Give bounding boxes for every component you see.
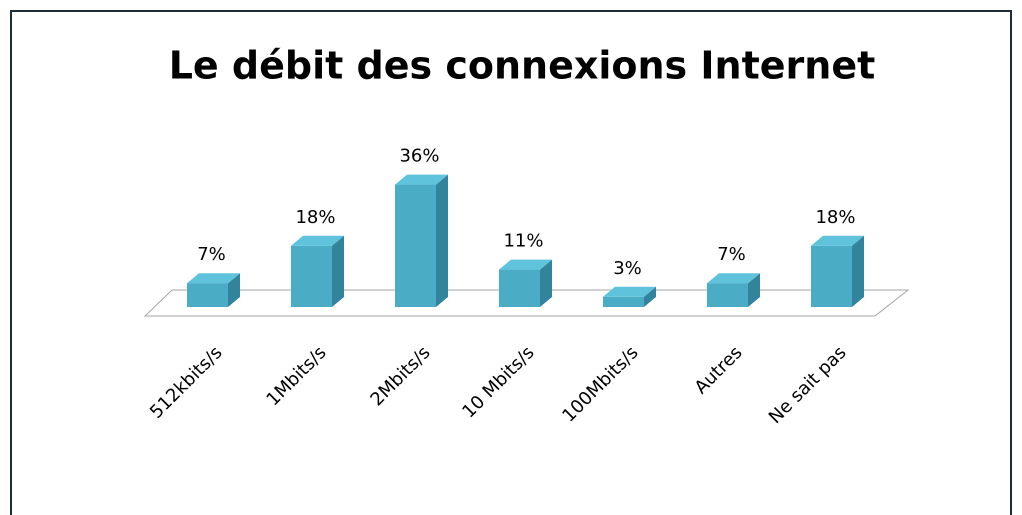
data-label: 11%	[503, 231, 543, 252]
bar	[707, 283, 748, 307]
chart-title: Le débit des connexions Internet	[169, 44, 876, 88]
bar-side	[332, 235, 344, 307]
data-label: 3%	[613, 258, 642, 279]
data-label: 7%	[717, 244, 746, 265]
bar-top	[187, 273, 240, 284]
floor	[143, 289, 910, 317]
bar-top	[603, 286, 656, 297]
data-label: 18%	[295, 207, 335, 228]
bar-top	[395, 174, 448, 185]
data-label: 36%	[399, 146, 439, 167]
bar-side	[228, 273, 240, 307]
bar-side	[748, 273, 760, 307]
bar	[291, 245, 332, 307]
bar-top	[811, 235, 864, 246]
bar-side	[644, 286, 656, 307]
bar	[187, 283, 228, 307]
bar-side	[540, 259, 552, 307]
data-label: 18%	[815, 207, 855, 228]
bar-top	[291, 235, 344, 246]
bar-top	[499, 259, 552, 270]
bar	[603, 296, 644, 307]
bar-side	[436, 174, 448, 307]
bar	[811, 245, 852, 307]
bar	[395, 184, 436, 307]
bar-side	[852, 235, 864, 307]
bar	[499, 269, 540, 307]
data-label: 7%	[197, 244, 226, 265]
bar-top	[707, 273, 760, 284]
